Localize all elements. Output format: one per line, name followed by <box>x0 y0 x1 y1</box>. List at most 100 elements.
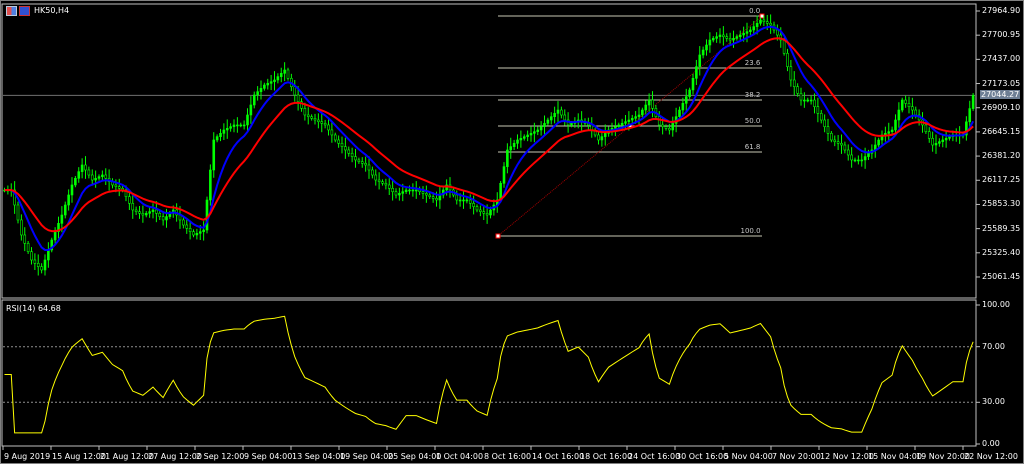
bull-candle <box>408 189 411 192</box>
bear-candle <box>482 211 486 214</box>
rsi-axis-label: 30.00 <box>982 397 1005 407</box>
bear-candle <box>87 169 91 176</box>
bull-candle <box>853 159 857 162</box>
bull-candle <box>276 76 280 81</box>
bear-candle <box>286 69 290 79</box>
rsi-pane-frame <box>1 299 977 447</box>
bear-candle <box>30 251 33 261</box>
fast-moving-average-line <box>4 25 975 251</box>
bear-candle <box>563 114 567 121</box>
time-axis-label: 15 Aug 12:00 <box>52 452 106 461</box>
bear-candle <box>40 266 43 271</box>
bull-candle <box>749 29 752 32</box>
bear-candle <box>36 263 40 267</box>
bear-candle <box>185 224 189 229</box>
price-axis-label: 26909.10 <box>982 102 1021 112</box>
bear-candle <box>850 154 853 161</box>
bear-candle <box>792 79 796 87</box>
bear-candle <box>664 126 668 129</box>
bear-candle <box>927 131 931 139</box>
bull-candle <box>691 77 695 91</box>
bear-candle <box>769 23 772 26</box>
bear-candle <box>722 34 725 37</box>
bull-candle <box>553 113 556 117</box>
bear-candle <box>114 184 118 187</box>
bull-candle <box>857 159 860 162</box>
bear-candle <box>350 152 354 157</box>
bull-candle <box>948 136 951 139</box>
bear-candle <box>830 133 833 141</box>
bull-candle <box>708 39 712 46</box>
bear-candle <box>138 211 141 214</box>
bull-candle <box>536 129 540 132</box>
bull-candle <box>968 108 972 123</box>
bear-candle <box>192 231 195 236</box>
time-axis-label: 1 Oct 04:00 <box>436 452 484 461</box>
bear-candle <box>387 184 391 189</box>
bull-candle <box>860 159 864 162</box>
bull-candle <box>259 88 263 92</box>
bull-candle <box>101 174 104 177</box>
bull-candle <box>533 131 536 134</box>
bull-candle <box>705 44 708 51</box>
time-axis-label: 5 Nov 04:00 <box>724 452 773 461</box>
time-axis-label: 24 Oct 16:00 <box>628 452 681 461</box>
bear-candle <box>823 119 826 127</box>
bear-candle <box>455 194 459 201</box>
bull-candle <box>701 49 705 56</box>
bull-candle <box>209 169 212 201</box>
bear-candle <box>16 204 20 221</box>
time-axis-label: 9 Aug 2019 <box>4 452 51 461</box>
bear-candle <box>84 164 87 171</box>
time-axis-label: 12 Nov 12:00 <box>820 452 874 461</box>
bull-candle <box>94 178 97 181</box>
bear-candle <box>155 209 158 214</box>
price-axis-label: 27437.00 <box>982 54 1021 64</box>
expert-icon[interactable] <box>19 6 30 16</box>
bear-candle <box>364 163 367 166</box>
fib-anchor-handle <box>495 233 501 239</box>
bull-candle <box>489 209 492 216</box>
bull-candle <box>269 81 273 84</box>
bear-candle <box>786 53 789 67</box>
bear-candle <box>317 119 320 122</box>
bull-candle <box>404 189 408 192</box>
bear-candle <box>13 189 16 206</box>
bull-candle <box>678 109 681 117</box>
bull-candle <box>401 191 405 194</box>
bear-candle <box>131 203 135 211</box>
bull-candle <box>252 94 256 106</box>
bear-candle <box>188 228 192 232</box>
bear-candle <box>344 146 347 151</box>
bull-candle <box>165 216 168 221</box>
bear-candle <box>313 118 317 121</box>
bear-candle <box>128 196 131 204</box>
bear-candle <box>479 209 482 212</box>
bear-candle <box>776 29 779 36</box>
bull-candle <box>718 34 722 37</box>
bear-candle <box>657 116 661 126</box>
bull-candle <box>222 129 226 134</box>
bear-candle <box>468 199 472 204</box>
bear-candle <box>360 161 364 164</box>
bull-candle <box>50 239 54 251</box>
bull-candle <box>732 38 735 41</box>
fib-level-label: 61.8 <box>744 142 761 151</box>
bull-candle <box>53 231 57 241</box>
bull-candle <box>867 152 870 157</box>
bear-candle <box>843 144 847 151</box>
bull-candle <box>70 184 74 196</box>
bear-candle <box>782 39 786 54</box>
price-axis-label: 25061.45 <box>982 271 1021 281</box>
bull-candle <box>256 91 259 96</box>
bull-candle <box>971 95 975 109</box>
bull-candle <box>894 119 897 131</box>
bear-candle <box>306 114 310 117</box>
bull-candle <box>752 26 756 31</box>
chart-window-icon[interactable] <box>6 6 17 16</box>
bear-candle <box>303 108 307 116</box>
bull-candle <box>900 99 904 111</box>
bear-candle <box>931 138 934 146</box>
bear-candle <box>924 124 928 132</box>
